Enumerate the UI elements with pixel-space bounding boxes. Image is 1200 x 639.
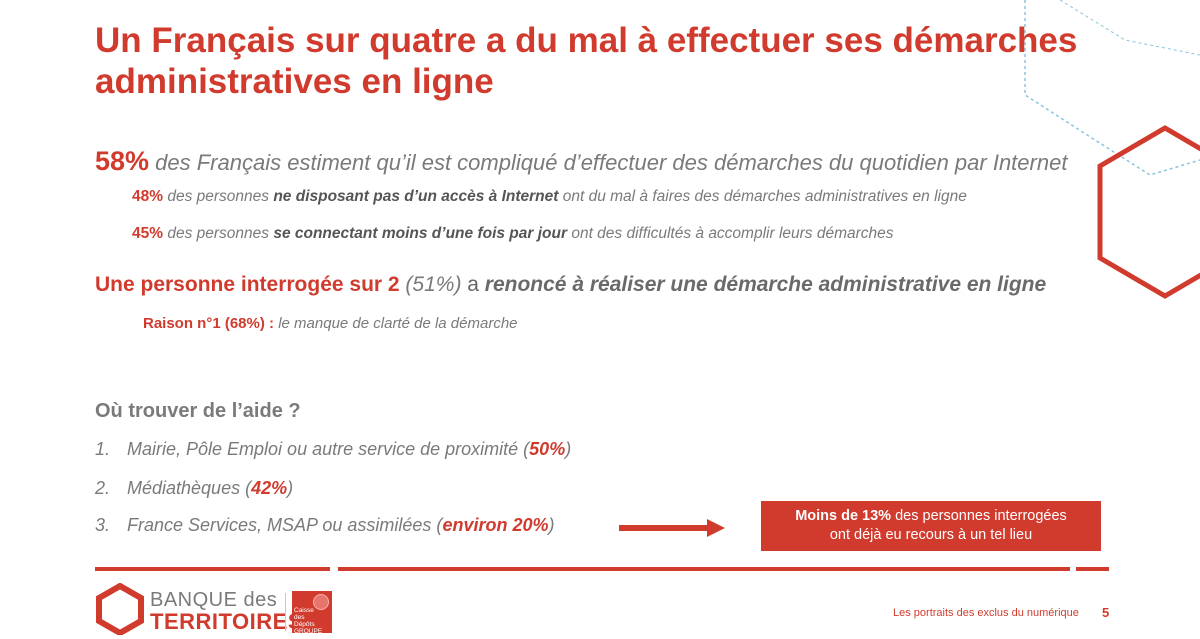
renonce-statement: Une personne interrogée sur 2 (51%) a re… [95,273,1046,297]
brand-name-line-2: TERRITOIRES [150,609,304,634]
sub-stat-percent: 48% [132,188,164,205]
sub-stat-emphasis: ne disposant pas d’un accès à Internet [273,188,559,205]
raison-label: Raison n°1 (68%) : [143,315,275,332]
sub-stat-post: ont du mal à faires des démarches admini… [558,188,967,205]
page-title: Un Français sur quatre a du mal à effect… [95,21,1078,101]
list-item: 3. France Services, MSAP ou assimilées (e… [95,515,554,536]
banque-territoires-logo-icon [96,583,144,635]
sub-stat-pre: des personnes [163,225,274,242]
list-item-text: France Services, MSAP ou assimilées ( [127,515,443,535]
sub-stat-emphasis: se connectant moins d’une fois par jour [273,225,568,242]
list-item-number: 2. [95,478,111,498]
list-item-text: Médiathèques ( [127,478,252,498]
list-item-percent: 50% [529,439,566,459]
list-item-text: Mairie, Pôle Emploi ou autre service de … [127,439,530,459]
aide-heading: Où trouver de l’aide ? [95,400,301,422]
list-item-percent: 42% [251,478,288,498]
callout-line-1-rest: des personnes interrogées [891,508,1067,524]
callout-box: Moins de 13% des personnes interrogées o… [761,501,1101,551]
sub-stat-post: ont des difficultés à accomplir leurs dé… [567,225,894,242]
renonce-verb: a [467,273,485,296]
logo-divider [285,593,286,631]
brand-name: BANQUE des TERRITOIRES [150,589,303,633]
brand-name-line-1: BANQUE des [150,589,278,611]
footer-divider [95,567,330,571]
page-number: 5 [1102,605,1110,620]
sub-stat-pre: des personnes [163,188,274,205]
list-item: 2. Médiathèques (42%) [95,478,293,499]
renonce-rest: renoncé à réaliser une démarche administ… [484,273,1047,296]
footer-caption: Les portraits des exclus du numérique [893,607,1079,619]
list-item: 1. Mairie, Pôle Emploi ou autre service d… [95,439,571,460]
renonce-percent: (51%) [399,273,468,296]
main-stat-text: des Français estiment qu’il est compliqu… [149,150,1068,175]
list-item-percent: environ 20% [442,515,549,535]
sub-statistic-2: 45% des personnes se connectant moins d’… [132,225,894,243]
footer-divider [1076,567,1109,571]
raison-text: le manque de clarté de la démarche [274,315,518,332]
renonce-lead: Une personne interrogée sur 2 [95,273,400,296]
callout-line-1: Moins de 13% des personnes interrogées [761,507,1101,526]
sub-statistic-1: 48% des personnes ne disposant pas d’un … [132,188,967,206]
list-item-number: 3. [95,515,111,535]
list-item-close: ) [548,515,555,535]
list-item-close: ) [287,478,294,498]
sub-stat-percent: 45% [132,225,164,242]
arrow-right-icon [619,519,725,537]
cdc-logo-text: Caisse des Dépôts GROUPE [294,607,323,635]
list-item-number: 1. [95,439,111,459]
callout-bold: Moins de 13% [795,508,892,524]
main-statistic: 58% des Français estiment qu’il est comp… [95,146,1067,177]
cdc-seal-icon [313,594,329,610]
list-item-close: ) [565,439,572,459]
raison-line: Raison n°1 (68%) : le manque de clarté d… [143,315,518,332]
footer-divider [338,567,1070,571]
main-stat-percent: 58% [95,146,150,176]
callout-line-2: ont déjà eu recours à un tel lieu [829,527,1033,543]
